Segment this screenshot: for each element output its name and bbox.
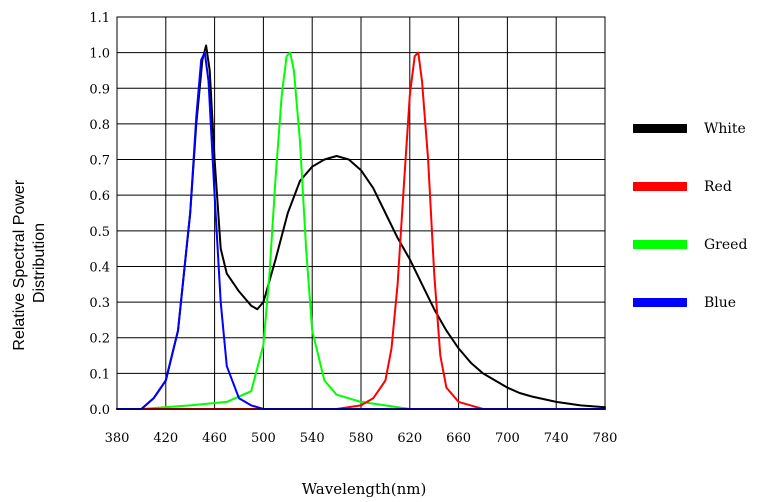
y-tick-label: 0.5 <box>89 225 110 240</box>
legend-swatch-white <box>633 124 687 133</box>
x-tick-label: 500 <box>251 431 276 446</box>
x-tick-labels: 380 420 460 500 540 580 620 660 700 740 780 <box>105 431 618 446</box>
x-tick-label: 740 <box>544 431 569 446</box>
x-tick-label: 700 <box>495 431 520 446</box>
legend: White Red Greed Blue <box>633 121 747 311</box>
legend-label-white: White <box>704 121 746 137</box>
plot-frame <box>116 16 606 410</box>
y-axis-label-line-1: Relative Spectral Power <box>11 179 28 350</box>
x-tick-label: 420 <box>153 431 178 446</box>
legend-label-red: Red <box>704 179 732 195</box>
y-tick-label: 0.8 <box>89 118 110 133</box>
y-tick-label: 0.4 <box>89 260 110 275</box>
y-tick-label: 0.2 <box>89 332 110 347</box>
series-line-white <box>116 44 606 410</box>
y-axis-label: Relative Spectral Power Distribution <box>11 175 48 350</box>
y-tick-label: 0.1 <box>89 367 110 382</box>
legend-swatch-blue <box>633 298 687 307</box>
y-tick-labels: 0.0 0.1 0.2 0.3 0.4 0.5 0.6 0.7 0.8 0.9 1.0 1.1 <box>89 11 110 418</box>
x-tick-label: 540 <box>300 431 325 446</box>
x-tick-label: 460 <box>202 431 227 446</box>
y-tick-label: 0.0 <box>89 403 110 418</box>
y-tick-label: 0.6 <box>89 189 110 204</box>
legend-swatch-red <box>633 182 687 191</box>
x-tick-label: 580 <box>349 431 374 446</box>
legend-label-greed: Greed <box>704 237 747 253</box>
x-tick-label: 620 <box>397 431 422 446</box>
x-tick-label: 660 <box>446 431 471 446</box>
x-tick-label: 380 <box>105 431 130 446</box>
y-tick-label: 0.9 <box>89 82 110 97</box>
series-line-greed <box>116 51 436 410</box>
y-tick-label: 0.7 <box>89 154 110 169</box>
y-tick-label: 1.1 <box>89 11 110 26</box>
series-lines <box>116 44 606 410</box>
legend-label-blue: Blue <box>704 295 736 311</box>
y-axis-label-line-2: Distribution <box>31 223 48 303</box>
series-line-blue <box>116 51 606 410</box>
y-tick-label: 1.0 <box>89 47 110 62</box>
x-axis-label: Wavelength(nm) <box>302 480 427 498</box>
x-tick-label: 780 <box>593 431 618 446</box>
legend-swatch-greed <box>633 240 687 249</box>
y-tick-label: 0.3 <box>89 296 110 311</box>
series-line-red <box>116 51 606 410</box>
